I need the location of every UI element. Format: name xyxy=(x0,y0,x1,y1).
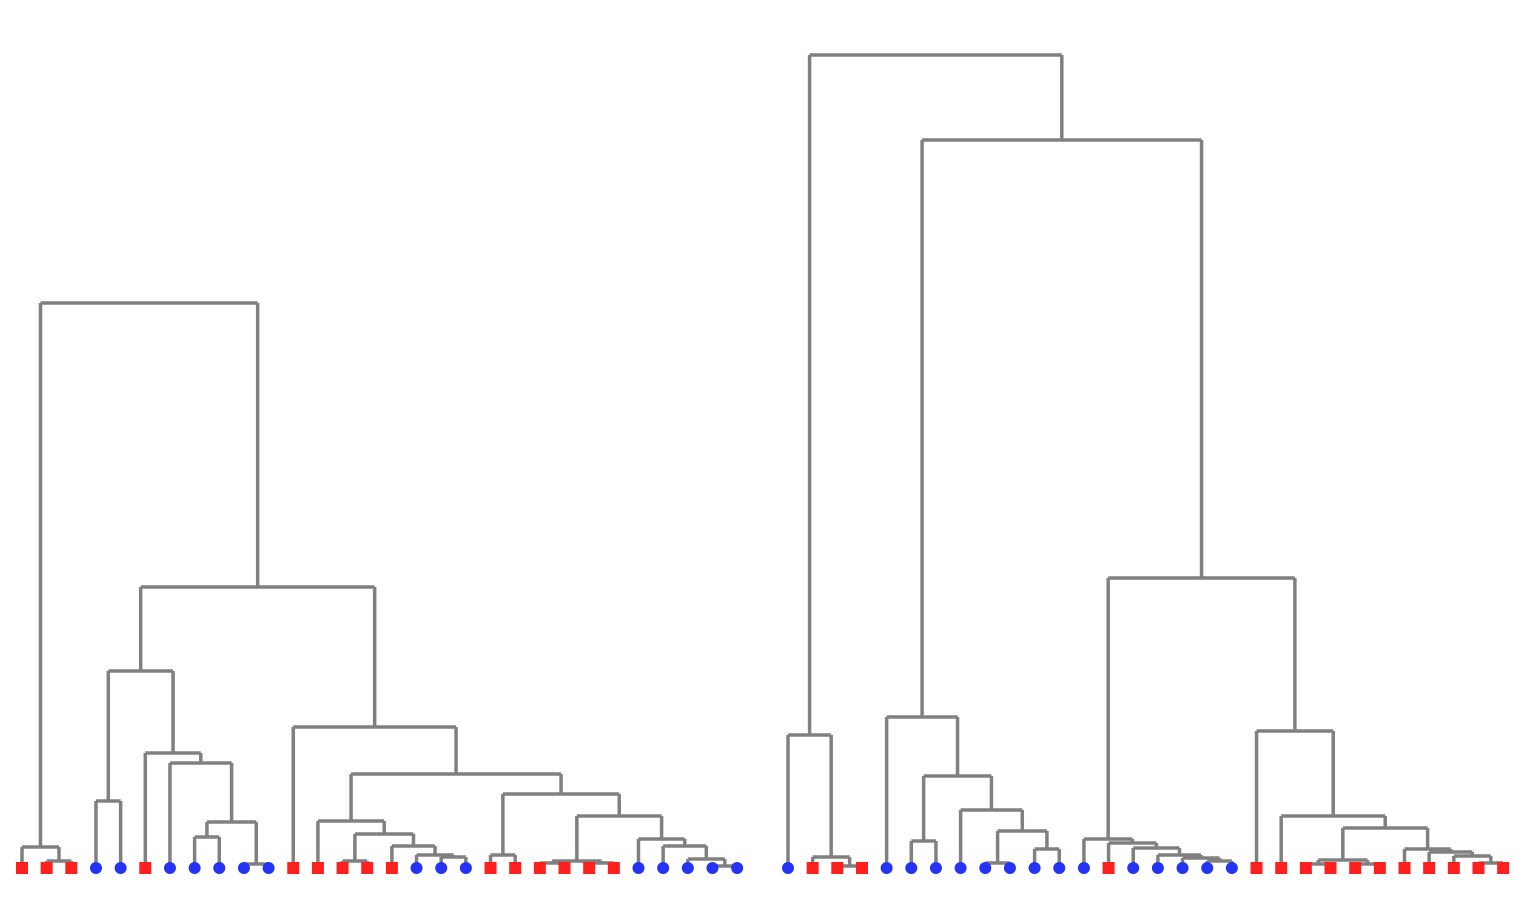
leaf-circle xyxy=(681,862,694,874)
link xyxy=(958,808,1025,868)
link xyxy=(1254,729,1335,868)
leaf-square xyxy=(1299,862,1312,874)
link xyxy=(807,53,1064,735)
leaf-circle xyxy=(1151,862,1164,874)
link xyxy=(1106,576,1297,839)
leaf-circle xyxy=(632,862,645,874)
leaf-circle xyxy=(731,862,744,874)
leaf-circle xyxy=(1176,862,1189,874)
link xyxy=(143,751,203,868)
dendrogram xyxy=(782,53,1510,874)
leaf-square xyxy=(361,862,374,874)
leaf-square xyxy=(1324,862,1337,874)
leaf-square xyxy=(1373,862,1386,874)
leaf-circle xyxy=(657,862,670,874)
leaf-square xyxy=(1275,862,1288,874)
leaf-square xyxy=(336,862,349,874)
leaf-square xyxy=(484,862,497,874)
link xyxy=(501,792,621,855)
link xyxy=(920,138,1204,717)
leaf-square xyxy=(1102,862,1115,874)
leaf-circle xyxy=(237,862,250,874)
leaves xyxy=(16,862,744,874)
leaf-circle xyxy=(459,862,472,874)
leaf-square xyxy=(806,862,819,874)
leaf-square xyxy=(607,862,620,874)
leaf-square xyxy=(855,862,868,874)
link xyxy=(138,585,377,727)
leaf-square xyxy=(1472,862,1485,874)
leaf-square xyxy=(1497,862,1510,874)
leaf-circle xyxy=(89,862,102,874)
leaf-square xyxy=(16,862,28,874)
leaf-square xyxy=(40,862,53,874)
leaf-circle xyxy=(954,862,967,874)
link xyxy=(1341,826,1430,860)
link xyxy=(995,829,1049,863)
leaf-circle xyxy=(213,862,226,874)
leaf-square xyxy=(831,862,844,874)
leaf-square xyxy=(65,862,78,874)
leaf-circle xyxy=(188,862,201,874)
leaf-square xyxy=(139,862,152,874)
leaf-square xyxy=(1447,862,1460,874)
leaf-square xyxy=(385,862,398,874)
leaf-square xyxy=(311,862,324,874)
leaf-circle xyxy=(1003,862,1016,874)
leaf-circle xyxy=(410,862,423,874)
leaf-square xyxy=(558,862,571,874)
leaf-circle xyxy=(262,862,275,874)
leaf-circle xyxy=(880,862,893,874)
leaf-circle xyxy=(435,862,448,874)
leaf-circle xyxy=(1225,862,1238,874)
leaf-circle xyxy=(1201,862,1214,874)
leaf-circle xyxy=(114,862,127,874)
link xyxy=(349,772,563,821)
leaf-square xyxy=(533,862,546,874)
leaf-circle xyxy=(1127,862,1140,874)
leaf-circle xyxy=(163,862,176,874)
link xyxy=(168,761,234,868)
leaf-circle xyxy=(782,862,794,874)
link xyxy=(786,733,833,868)
leaf-square xyxy=(1423,862,1436,874)
leaf-circle xyxy=(905,862,918,874)
leaf-circle xyxy=(1053,862,1066,874)
links xyxy=(786,53,1505,868)
leaf-circle xyxy=(1028,862,1041,874)
dendrogram xyxy=(16,301,744,874)
link xyxy=(205,820,259,864)
leaf-square xyxy=(509,862,522,874)
link xyxy=(38,301,260,847)
link xyxy=(106,669,175,801)
leaves xyxy=(782,862,1510,874)
leaf-circle xyxy=(929,862,942,874)
leaf-square xyxy=(1398,862,1411,874)
links xyxy=(20,301,739,868)
leaf-square xyxy=(287,862,300,874)
link xyxy=(94,799,123,868)
leaf-circle xyxy=(706,862,719,874)
leaf-square xyxy=(1349,862,1362,874)
leaf-square xyxy=(583,862,596,874)
leaf-circle xyxy=(979,862,992,874)
leaf-square xyxy=(1250,862,1263,874)
leaf-circle xyxy=(1077,862,1090,874)
